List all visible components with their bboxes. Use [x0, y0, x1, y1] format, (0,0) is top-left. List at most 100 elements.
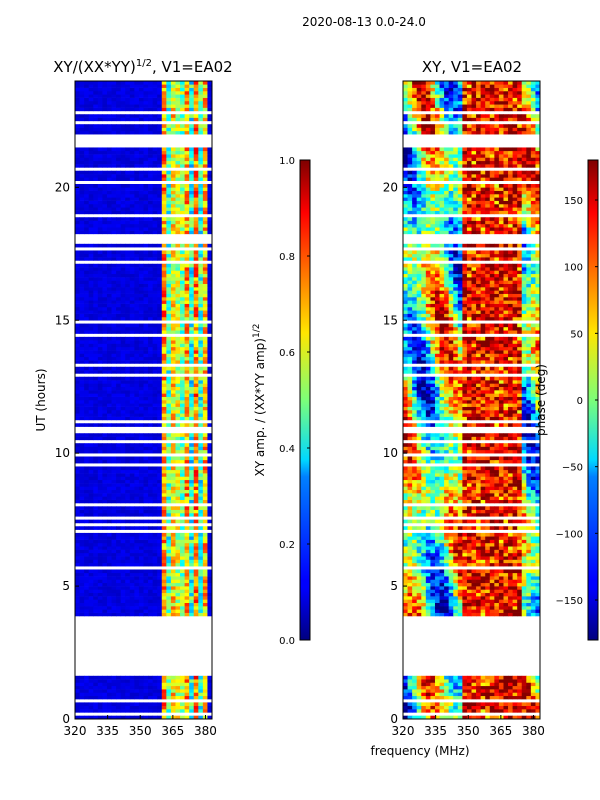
heatmap-cell: [180, 376, 185, 381]
heatmap-cell: [480, 682, 486, 687]
heatmap-cell: [79, 715, 85, 720]
heatmap-cell: [120, 283, 126, 288]
heatmap-cell: [180, 423, 185, 427]
heatmap-cell: [202, 326, 208, 331]
heatmap-cell: [157, 403, 163, 407]
heatmap-cell: [84, 579, 90, 584]
heatmap-cell: [111, 519, 117, 524]
heatmap-cell: [75, 150, 80, 155]
heatmap-cell: [434, 705, 440, 710]
heatmap-cell: [207, 569, 213, 574]
heatmap-cell: [189, 174, 195, 178]
heatmap-cell: [202, 157, 208, 162]
heatmap-cell: [84, 130, 90, 135]
heatmap-cell: [193, 203, 199, 208]
heatmap-cell: [143, 287, 149, 291]
heatmap-cell: [189, 552, 195, 557]
heatmap-cell: [193, 446, 199, 451]
heatmap-cell: [170, 546, 176, 550]
heatmap-cell: [175, 493, 181, 497]
heatmap-cell: [157, 596, 163, 600]
heatmap-cell: [184, 406, 190, 411]
heatmap-cell: [471, 679, 477, 683]
heatmap-cell: [161, 273, 167, 278]
heatmap-cell: [207, 436, 213, 441]
heatmap-cell: [198, 370, 204, 374]
heatmap-cell: [120, 350, 126, 354]
heatmap-cell: [97, 542, 103, 547]
heatmap-cell: [184, 117, 190, 122]
heatmap-cell: [75, 476, 80, 481]
heatmap-cell: [180, 360, 185, 364]
heatmap-cell: [84, 609, 90, 613]
heatmap-cell: [125, 413, 131, 417]
heatmap-cell: [138, 346, 144, 351]
heatmap-cell: [79, 97, 85, 102]
heatmap-cell: [439, 612, 445, 617]
heatmap-cell: [134, 340, 140, 344]
heatmap-cell: [116, 283, 122, 288]
heatmap-cell: [148, 436, 154, 441]
heatmap-cell: [416, 675, 422, 680]
heatmap-cell: [207, 343, 213, 348]
heatmap-cell: [198, 270, 204, 275]
heatmap-cell: [180, 230, 185, 235]
heatmap-cell: [189, 356, 195, 361]
heatmap-cell: [116, 446, 122, 451]
heatmap-cell: [184, 193, 190, 198]
heatmap-cell: [180, 353, 185, 358]
heatmap-cell: [161, 443, 167, 447]
heatmap-cell: [161, 682, 167, 687]
heatmap-cell: [143, 400, 149, 404]
heatmap-cell: [535, 685, 541, 690]
heatmap-cell: [148, 157, 154, 162]
heatmap-cell: [143, 695, 149, 700]
heatmap-cell: [198, 184, 204, 188]
heatmap-cell: [93, 383, 99, 388]
heatmap-cell: [207, 396, 213, 401]
heatmap-cell: [476, 599, 482, 603]
heatmap-cell: [175, 589, 181, 594]
heatmap-cell: [175, 509, 181, 514]
heatmap-cell: [75, 81, 80, 85]
heatmap-cell: [111, 257, 117, 261]
heatmap-cell: [444, 695, 450, 700]
heatmap-cell: [138, 536, 144, 540]
heatmap-cell: [79, 569, 85, 574]
heatmap-cell: [189, 549, 195, 554]
heatmap-cell: [498, 602, 504, 607]
heatmap-cell: [152, 413, 158, 417]
heatmap-cell: [170, 499, 176, 504]
heatmap-cell: [189, 612, 195, 617]
heatmap-cell: [180, 313, 185, 318]
heatmap-cell: [106, 449, 112, 454]
heatmap-cell: [120, 160, 126, 165]
heatmap-cell: [462, 599, 468, 603]
heatmap-cell: [148, 612, 154, 617]
heatmap-cell: [184, 227, 190, 231]
heatmap-cell: [129, 466, 135, 471]
heatmap-cell: [143, 316, 149, 321]
heatmap-cell: [97, 323, 103, 328]
heatmap-cell: [102, 130, 108, 135]
heatmap-cell: [129, 506, 135, 510]
heatmap-cell: [412, 579, 418, 584]
heatmap-cell: [97, 263, 103, 268]
heatmap-cell: [143, 376, 149, 381]
heatmap-cell: [97, 190, 103, 195]
heatmap-cell: [189, 592, 195, 597]
heatmap-cell: [512, 675, 518, 680]
heatmap-cell: [439, 602, 445, 607]
heatmap-cell: [453, 586, 459, 590]
heatmap-cell: [88, 94, 94, 98]
heatmap-cell: [111, 403, 117, 407]
heatmap-cell: [97, 496, 103, 500]
heatmap-cell: [193, 154, 199, 158]
heatmap-cell: [88, 519, 94, 524]
heatmap-cell: [97, 599, 103, 603]
heatmap-cell: [102, 433, 108, 437]
heatmap-cell: [134, 685, 140, 690]
heatmap-cell: [180, 280, 185, 284]
heatmap-cell: [106, 107, 112, 112]
heatmap-cell: [84, 586, 90, 590]
